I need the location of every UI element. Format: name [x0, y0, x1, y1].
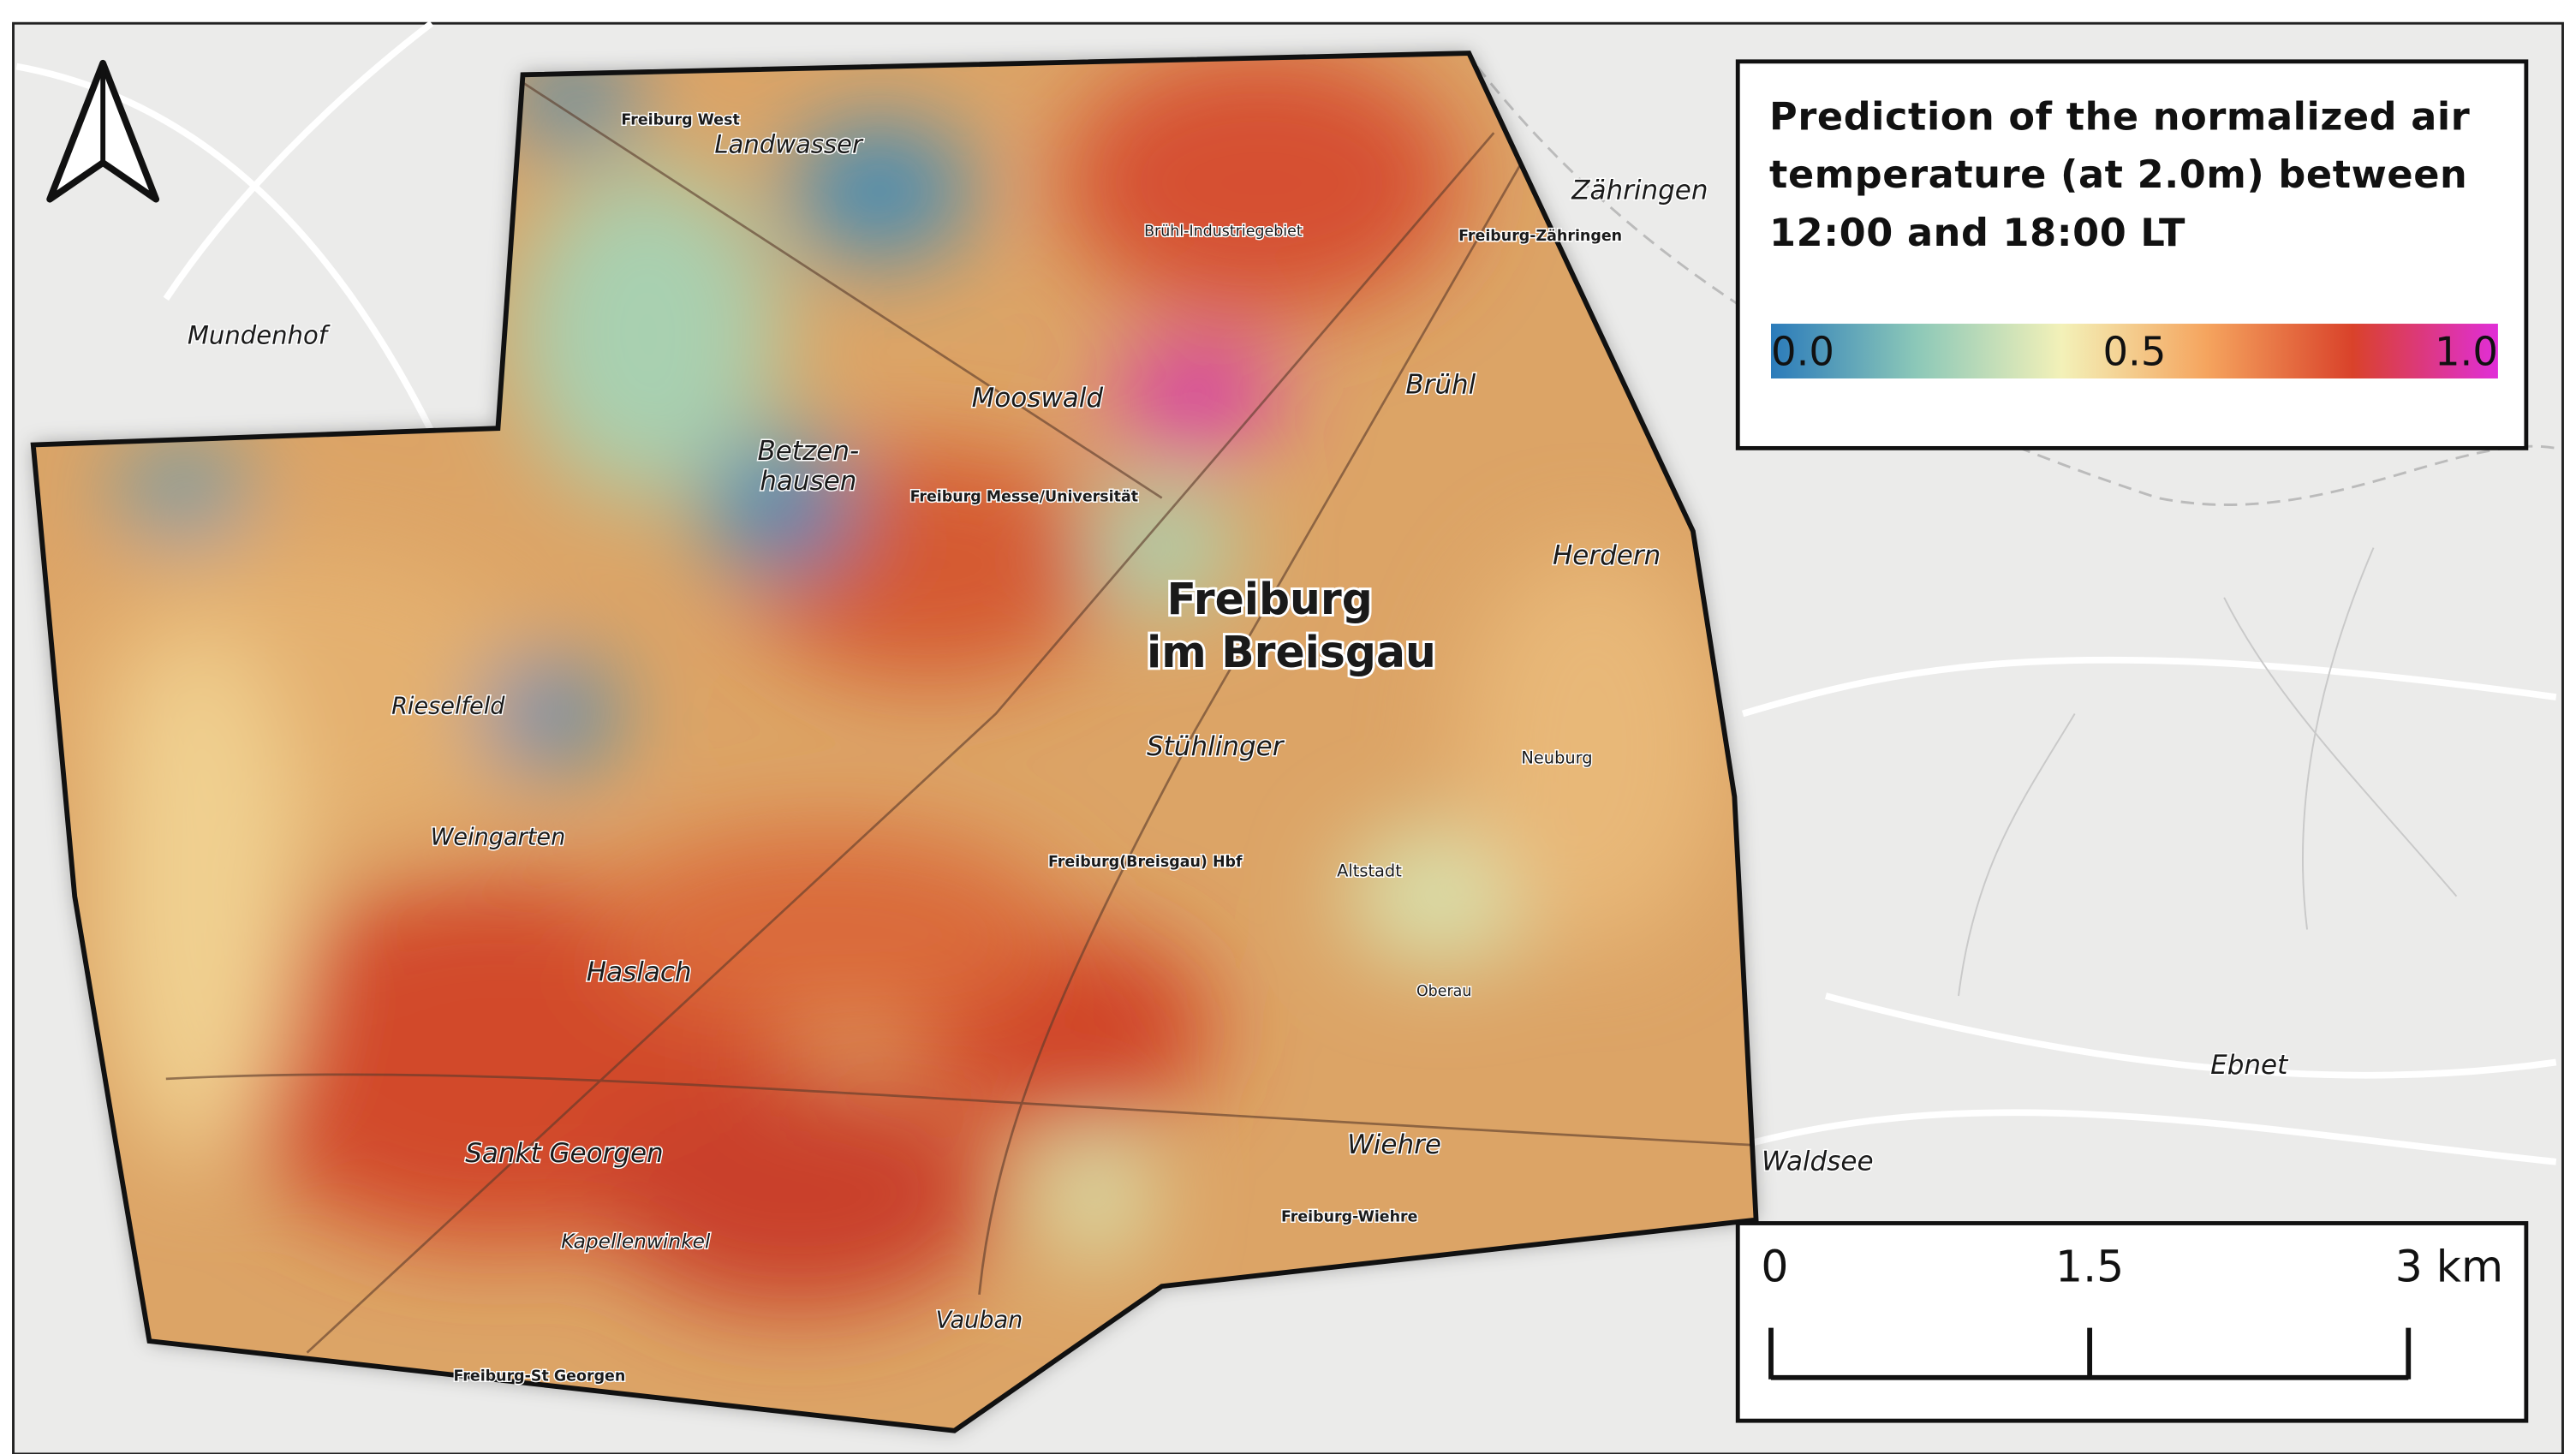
place-label: Sankt Georgen: [465, 1138, 664, 1169]
north-arrow: [46, 59, 160, 203]
place-label: Neuburg: [1521, 748, 1592, 768]
scale-tick-label: 0: [1761, 1241, 1788, 1291]
colorbar-ticks: 0.0 0.5 1.0: [1771, 328, 2498, 374]
colorbar-tick-label: 0.0: [1771, 328, 1834, 374]
place-label: Herdern: [1553, 540, 1661, 571]
place-label: Landwasser: [714, 129, 864, 158]
place-label: Brühl-Industriegebiet: [1144, 223, 1303, 240]
place-label: Kapellenwinkel: [561, 1231, 711, 1254]
place-label: Freiburg(Breisgau) Hbf: [1048, 854, 1243, 871]
place-label: Ebnet: [2210, 1050, 2289, 1081]
colorbar-tick-label: 0.5: [2102, 328, 2166, 374]
scale-tick-label: 1.5: [2055, 1241, 2124, 1291]
place-label: Wiehre: [1347, 1129, 1441, 1160]
place-labels: Landwasser Mooswald Betzen-hausen Rieselfel…: [186, 110, 2290, 1386]
legend-title-box: Prediction of the normalized air tempera…: [1769, 96, 2471, 256]
legend-box: [1735, 59, 2529, 450]
scale-box: [1735, 1221, 2529, 1423]
place-label: Vauban: [936, 1308, 1023, 1334]
place-label: Haslach: [587, 957, 692, 988]
boundary: [1476, 65, 2556, 506]
place-label: Brühl: [1405, 369, 1476, 400]
place-label: Oberau: [1416, 983, 1471, 1000]
place-label: Freiburg-St Georgen: [453, 1368, 625, 1385]
place-label: Zähringen: [1571, 176, 1708, 206]
place-label: Rieselfeld: [391, 693, 505, 719]
place-label: Stühlinger: [1147, 731, 1285, 762]
place-label: Betzen-: [758, 436, 860, 467]
place-label: Freiburg West: [621, 111, 739, 128]
streams: [1958, 547, 2458, 997]
place-label: hausen: [760, 466, 856, 497]
colorbar-tick-label: 1.0: [2435, 328, 2498, 374]
place-label: Weingarten: [431, 825, 566, 851]
place-label: Freiburg: [1167, 574, 1373, 624]
scale-ticks: 0 1.5 3 km: [1761, 1241, 2503, 1380]
place-label: Freiburg-Wiehre: [1281, 1209, 1418, 1226]
legend-title: Prediction of the normalized air tempera…: [1769, 96, 2471, 256]
place-label: Altstadt: [1337, 861, 1402, 880]
place-label: Mundenhof: [188, 320, 331, 349]
place-label: Freiburg Messe/Universität: [910, 488, 1139, 505]
colorbar: [1771, 324, 2498, 378]
place-label: im Breisgau: [1147, 627, 1436, 677]
place-label: Mooswald: [972, 383, 1104, 414]
place-label: Freiburg-Zähringen: [1458, 228, 1622, 245]
place-label: Waldsee: [1762, 1146, 1874, 1177]
scale-tick-label: 3 km: [2395, 1241, 2503, 1291]
